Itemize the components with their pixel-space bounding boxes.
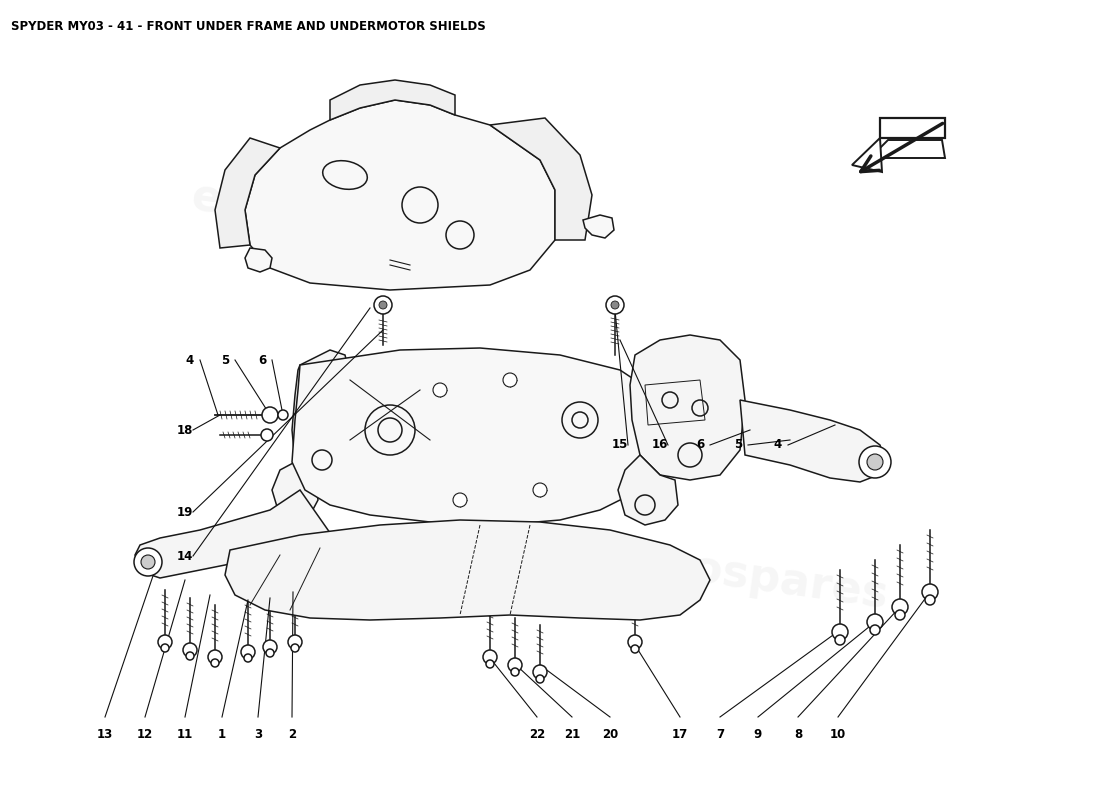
Polygon shape xyxy=(292,350,350,480)
Text: 20: 20 xyxy=(602,729,618,742)
Text: 22: 22 xyxy=(529,729,546,742)
Polygon shape xyxy=(272,462,318,520)
Text: eurospares: eurospares xyxy=(188,175,472,257)
Circle shape xyxy=(261,429,273,441)
Circle shape xyxy=(158,635,172,649)
Text: 17: 17 xyxy=(672,729,689,742)
Polygon shape xyxy=(880,118,945,138)
Polygon shape xyxy=(330,80,455,120)
Text: 12: 12 xyxy=(136,729,153,742)
Circle shape xyxy=(186,652,194,660)
Circle shape xyxy=(262,407,278,423)
Text: 5: 5 xyxy=(221,354,229,366)
Circle shape xyxy=(892,599,907,615)
Circle shape xyxy=(503,373,517,387)
Circle shape xyxy=(288,635,302,649)
Circle shape xyxy=(835,635,845,645)
Circle shape xyxy=(208,650,222,664)
Circle shape xyxy=(134,548,162,576)
Text: eurospares: eurospares xyxy=(606,535,890,617)
Text: 4: 4 xyxy=(186,354,194,366)
Circle shape xyxy=(266,649,274,657)
Circle shape xyxy=(278,410,288,420)
Circle shape xyxy=(925,595,935,605)
Text: 5: 5 xyxy=(734,438,742,451)
Text: 10: 10 xyxy=(829,729,846,742)
Circle shape xyxy=(483,650,497,664)
Polygon shape xyxy=(245,248,272,272)
Text: 4: 4 xyxy=(774,438,782,451)
Polygon shape xyxy=(740,400,886,482)
Polygon shape xyxy=(490,118,592,240)
Circle shape xyxy=(870,625,880,635)
Circle shape xyxy=(606,296,624,314)
Circle shape xyxy=(263,640,277,654)
Circle shape xyxy=(379,301,387,309)
Circle shape xyxy=(534,665,547,679)
Circle shape xyxy=(374,296,392,314)
Circle shape xyxy=(832,624,848,640)
Polygon shape xyxy=(245,100,556,290)
Circle shape xyxy=(211,659,219,667)
Circle shape xyxy=(867,614,883,630)
Polygon shape xyxy=(135,490,336,578)
Polygon shape xyxy=(630,335,745,480)
Circle shape xyxy=(895,610,905,620)
Text: 16: 16 xyxy=(652,438,668,451)
Circle shape xyxy=(486,660,494,668)
Polygon shape xyxy=(214,138,280,248)
Polygon shape xyxy=(583,215,614,238)
Circle shape xyxy=(508,658,522,672)
Text: 6: 6 xyxy=(696,438,704,451)
Circle shape xyxy=(244,654,252,662)
Circle shape xyxy=(141,555,155,569)
Text: 15: 15 xyxy=(612,438,628,451)
Circle shape xyxy=(628,635,642,649)
Text: 8: 8 xyxy=(794,729,802,742)
Circle shape xyxy=(922,584,938,600)
Circle shape xyxy=(534,483,547,497)
Text: 18: 18 xyxy=(177,423,194,437)
Text: 7: 7 xyxy=(716,729,724,742)
Circle shape xyxy=(536,675,544,683)
Polygon shape xyxy=(870,140,945,158)
Text: 11: 11 xyxy=(177,729,194,742)
Circle shape xyxy=(292,644,299,652)
Text: 6: 6 xyxy=(257,354,266,366)
Text: 3: 3 xyxy=(254,729,262,742)
Text: 2: 2 xyxy=(288,729,296,742)
Circle shape xyxy=(433,383,447,397)
Text: 9: 9 xyxy=(754,729,762,742)
Circle shape xyxy=(631,645,639,653)
Circle shape xyxy=(867,454,883,470)
Circle shape xyxy=(241,645,255,659)
Text: 13: 13 xyxy=(97,729,113,742)
Circle shape xyxy=(610,301,619,309)
Polygon shape xyxy=(292,348,660,525)
Circle shape xyxy=(512,668,519,676)
Circle shape xyxy=(161,644,169,652)
Circle shape xyxy=(453,493,468,507)
Polygon shape xyxy=(852,138,882,172)
Polygon shape xyxy=(226,520,710,620)
Text: 19: 19 xyxy=(177,506,194,518)
Text: SPYDER MY03 - 41 - FRONT UNDER FRAME AND UNDERMOTOR SHIELDS: SPYDER MY03 - 41 - FRONT UNDER FRAME AND… xyxy=(11,20,486,33)
Text: 14: 14 xyxy=(177,550,194,562)
Circle shape xyxy=(183,643,197,657)
Polygon shape xyxy=(618,455,678,525)
Text: 21: 21 xyxy=(564,729,580,742)
Text: 1: 1 xyxy=(218,729,227,742)
Circle shape xyxy=(859,446,891,478)
